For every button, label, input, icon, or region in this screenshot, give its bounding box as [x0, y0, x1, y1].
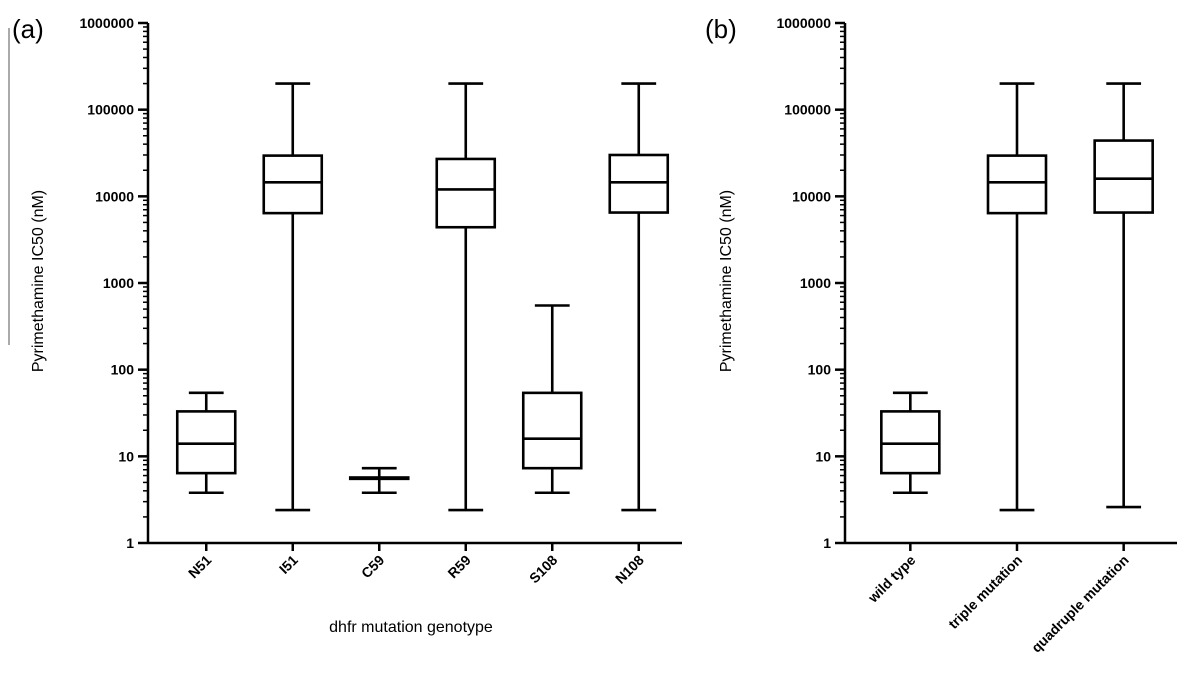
panel-a-category-label: R59: [444, 552, 474, 582]
iqr-box: [986, 154, 1048, 215]
panel-a-category-label: C59: [358, 552, 388, 582]
panel-a-y-tick-label: 1000: [103, 275, 134, 291]
panel-a-category-label: N51: [185, 552, 215, 582]
panel-b-y-tick-label: 100000: [784, 102, 831, 118]
box-triple-mutation: [986, 82, 1048, 512]
panel-b-boxes: [880, 82, 1154, 512]
panel-a-y-tick-label: 1000000: [79, 15, 134, 31]
iqr-box: [521, 391, 583, 470]
panel-b-y-axis: 1 10 100 1000 10000 100000 1000000: [776, 15, 847, 551]
iqr-box: [1093, 139, 1154, 214]
panel-a-y-tick-label: 100: [111, 362, 135, 378]
panel-b-y-tick-label: 1000: [800, 275, 831, 291]
panel-a-y-tick-label: 1: [126, 535, 134, 551]
panel-a-y-axis-title: Pyrimethamine IC50 (nM): [30, 190, 47, 372]
box-s108: [521, 304, 583, 495]
panel-a-x-axis: N51 I51 C59 R59 S108 N108: [148, 541, 682, 587]
iqr-box: [435, 157, 497, 229]
panel-b-y-tick-label: 1000000: [776, 15, 831, 31]
panel-a-x-axis-title: dhfr mutation genotype: [329, 619, 493, 636]
panel-b-category-label: wild type: [864, 552, 919, 607]
box-c59: [348, 466, 410, 495]
iqr-box: [262, 154, 324, 215]
panel-a-boxes: [175, 82, 670, 512]
iqr-box: [608, 153, 670, 214]
box-wild-type: [880, 391, 941, 495]
panel-a-y-tick-label: 10000: [95, 188, 134, 204]
panel-a: (a) 1 10 100 1000 10000 100000 1000000 N51 I51 C…: [12, 14, 682, 636]
panel-b-y-tick-label: 10000: [792, 188, 831, 204]
panel-b-y-tick-label: 10: [815, 448, 831, 464]
panel-a-y-tick-label: 10: [118, 448, 134, 464]
box-n108: [608, 82, 670, 512]
panel-b-y-tick-label: 1: [823, 535, 831, 551]
panel-a-category-label: I51: [276, 552, 301, 577]
panel-b-y-axis-title: Pyrimethamine IC50 (nM): [718, 190, 735, 372]
box-i51: [262, 82, 324, 512]
iqr-box: [880, 410, 941, 475]
panel-b-y-tick-label: 100: [808, 362, 832, 378]
panel-a-y-axis: 1 10 100 1000 10000 100000 1000000: [79, 15, 150, 551]
iqr-box: [175, 410, 237, 475]
box-quadruple-mutation: [1093, 82, 1154, 509]
panel-a-y-tick-label: 100000: [87, 102, 134, 118]
panel-a-category-label: N108: [612, 552, 647, 587]
panel-b-category-label: quadruple mutation: [1028, 552, 1132, 656]
panel-b-letter: (b): [705, 14, 737, 44]
panel-b-x-axis: wild type triple mutation quadruple mutati…: [845, 541, 1177, 656]
panel-a-category-label: S108: [526, 552, 561, 587]
box-n51: [175, 391, 237, 495]
panel-b-category-label: triple mutation: [945, 552, 1025, 632]
box-r59: [435, 82, 497, 512]
panel-a-letter: (a): [12, 14, 44, 44]
panel-b: (b) 1 10 100 1000 10000 100000 1000000 wild ty…: [705, 14, 1177, 656]
